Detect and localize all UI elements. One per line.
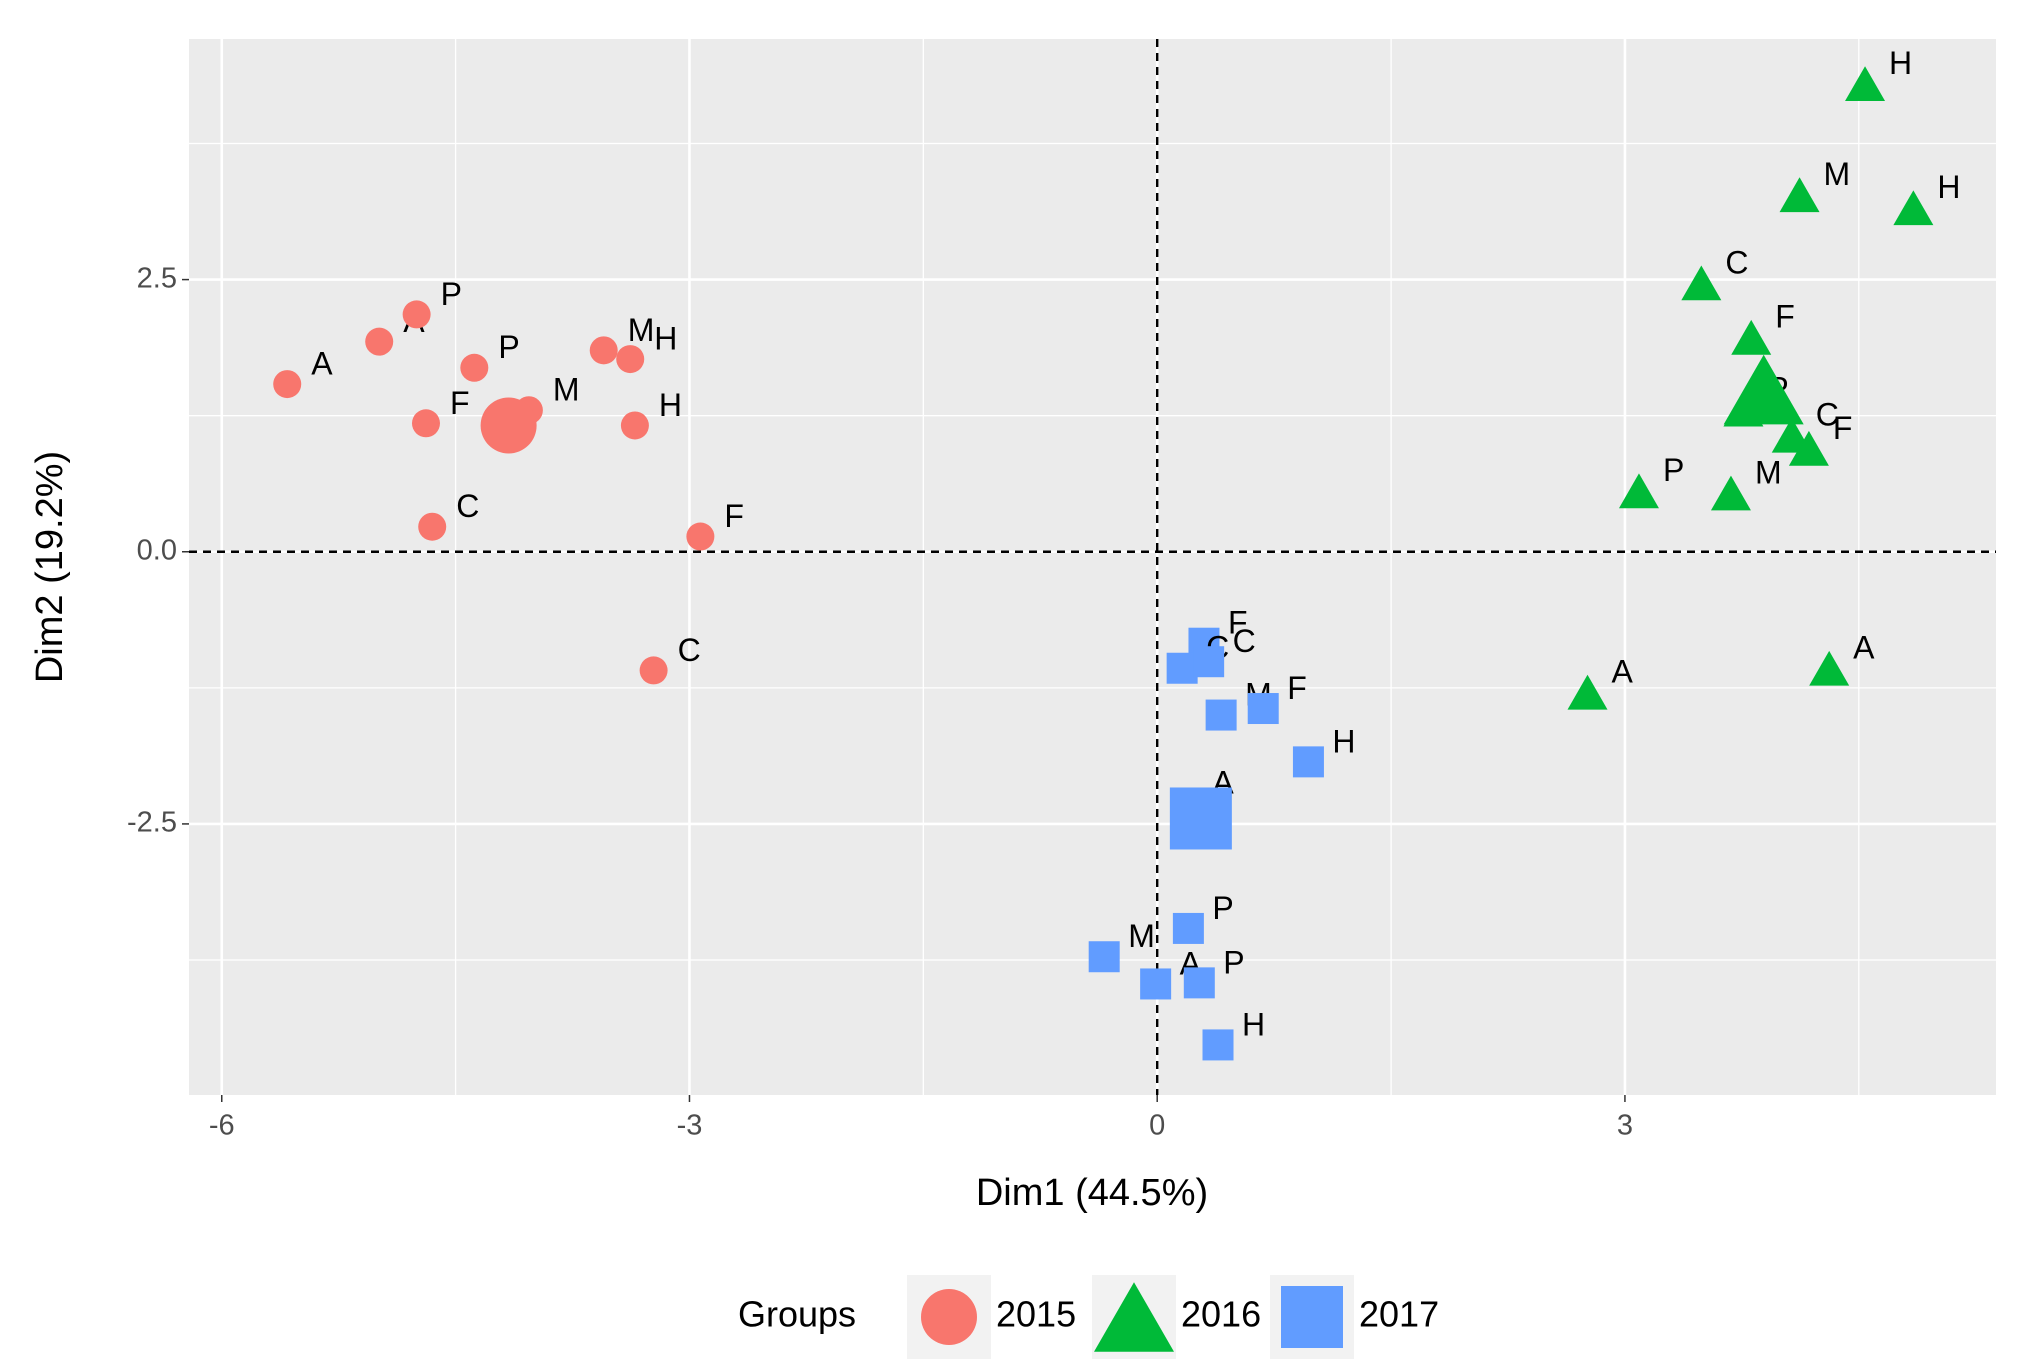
y-tick-label: 2.5 [137,262,177,294]
y-tick-label: -2.5 [127,807,177,839]
point [273,370,302,399]
point-label: H [659,387,682,423]
point [1247,693,1279,725]
x-tick-label: 0 [1149,1110,1165,1142]
point-label: M [553,372,580,408]
marks: AAPPFCMHHFCMHMHCFPCFPMAAFCCMFHAPMAPH [273,45,1960,1061]
point-label: H [1242,1006,1265,1042]
point [365,327,394,356]
point [1205,699,1237,731]
point [418,512,447,541]
point [620,411,649,440]
point [1202,1029,1234,1061]
point [411,409,440,438]
point-label: C [678,632,701,668]
x-tick-label: -6 [209,1110,235,1142]
point [1809,650,1850,686]
legend-key [921,1289,977,1345]
legend-label: 2017 [1359,1294,1439,1335]
point [480,397,537,454]
point [1088,941,1120,973]
point [1169,787,1232,850]
point [1681,265,1722,301]
x-axis-title: Dim1 (44.5%) [976,1172,1208,1214]
point-label: F [1287,670,1307,706]
legend-key [1281,1286,1343,1348]
point [1567,674,1608,710]
point-label: C [1816,397,1839,433]
y-tick-label: 0.0 [137,534,177,566]
point-label: M [1824,156,1851,192]
panel [189,39,1996,1095]
point [402,300,431,329]
point-label: H [1332,723,1355,759]
point-label: H [654,321,677,357]
point-label: H [1937,169,1960,205]
point [639,656,668,685]
point-label: C [1233,623,1256,659]
point [1845,66,1886,102]
legend-title: Groups [738,1294,856,1335]
point [1166,652,1198,684]
point [616,345,645,374]
point-label: P [498,329,519,365]
point [1140,968,1172,1000]
point [1779,177,1820,213]
point-label: A [1853,630,1875,666]
point-label: F [1775,299,1795,335]
point-label: M [1128,918,1155,954]
point [1788,430,1829,466]
point [1710,475,1751,511]
legend-label: 2015 [996,1294,1076,1335]
point-label: C [456,488,479,524]
point [1893,190,1934,226]
point-label: M [628,312,655,348]
point-label: P [1663,452,1684,488]
point [1723,354,1804,425]
point-label: P [1223,944,1244,980]
grid [182,39,1996,1102]
legend-key [1094,1282,1174,1352]
x-tick-label: -3 [677,1110,703,1142]
point-label: F [1833,410,1853,446]
point-label: M [1755,454,1782,490]
point [1618,473,1659,509]
legend: 2015 2016 2017 [907,1275,1439,1359]
point-label: A [311,346,333,382]
point [1183,967,1215,999]
x-tick-label: 3 [1617,1110,1633,1142]
point [1731,319,1772,355]
point-label: F [1228,605,1248,641]
point [460,353,489,382]
point [686,522,715,551]
point [1172,912,1204,944]
point-label: F [724,498,744,534]
point-label: P [1212,890,1233,926]
point-label: C [1725,244,1748,280]
legend-label: 2016 [1181,1294,1261,1335]
y-axis-title: Dim2 (19.2%) [29,451,71,683]
point-label: A [1612,654,1634,690]
point-label: P [441,276,462,312]
point [1292,746,1324,778]
point [589,336,618,365]
point-label: F [450,385,470,421]
point [1193,646,1225,678]
point-label: H [1889,45,1912,81]
